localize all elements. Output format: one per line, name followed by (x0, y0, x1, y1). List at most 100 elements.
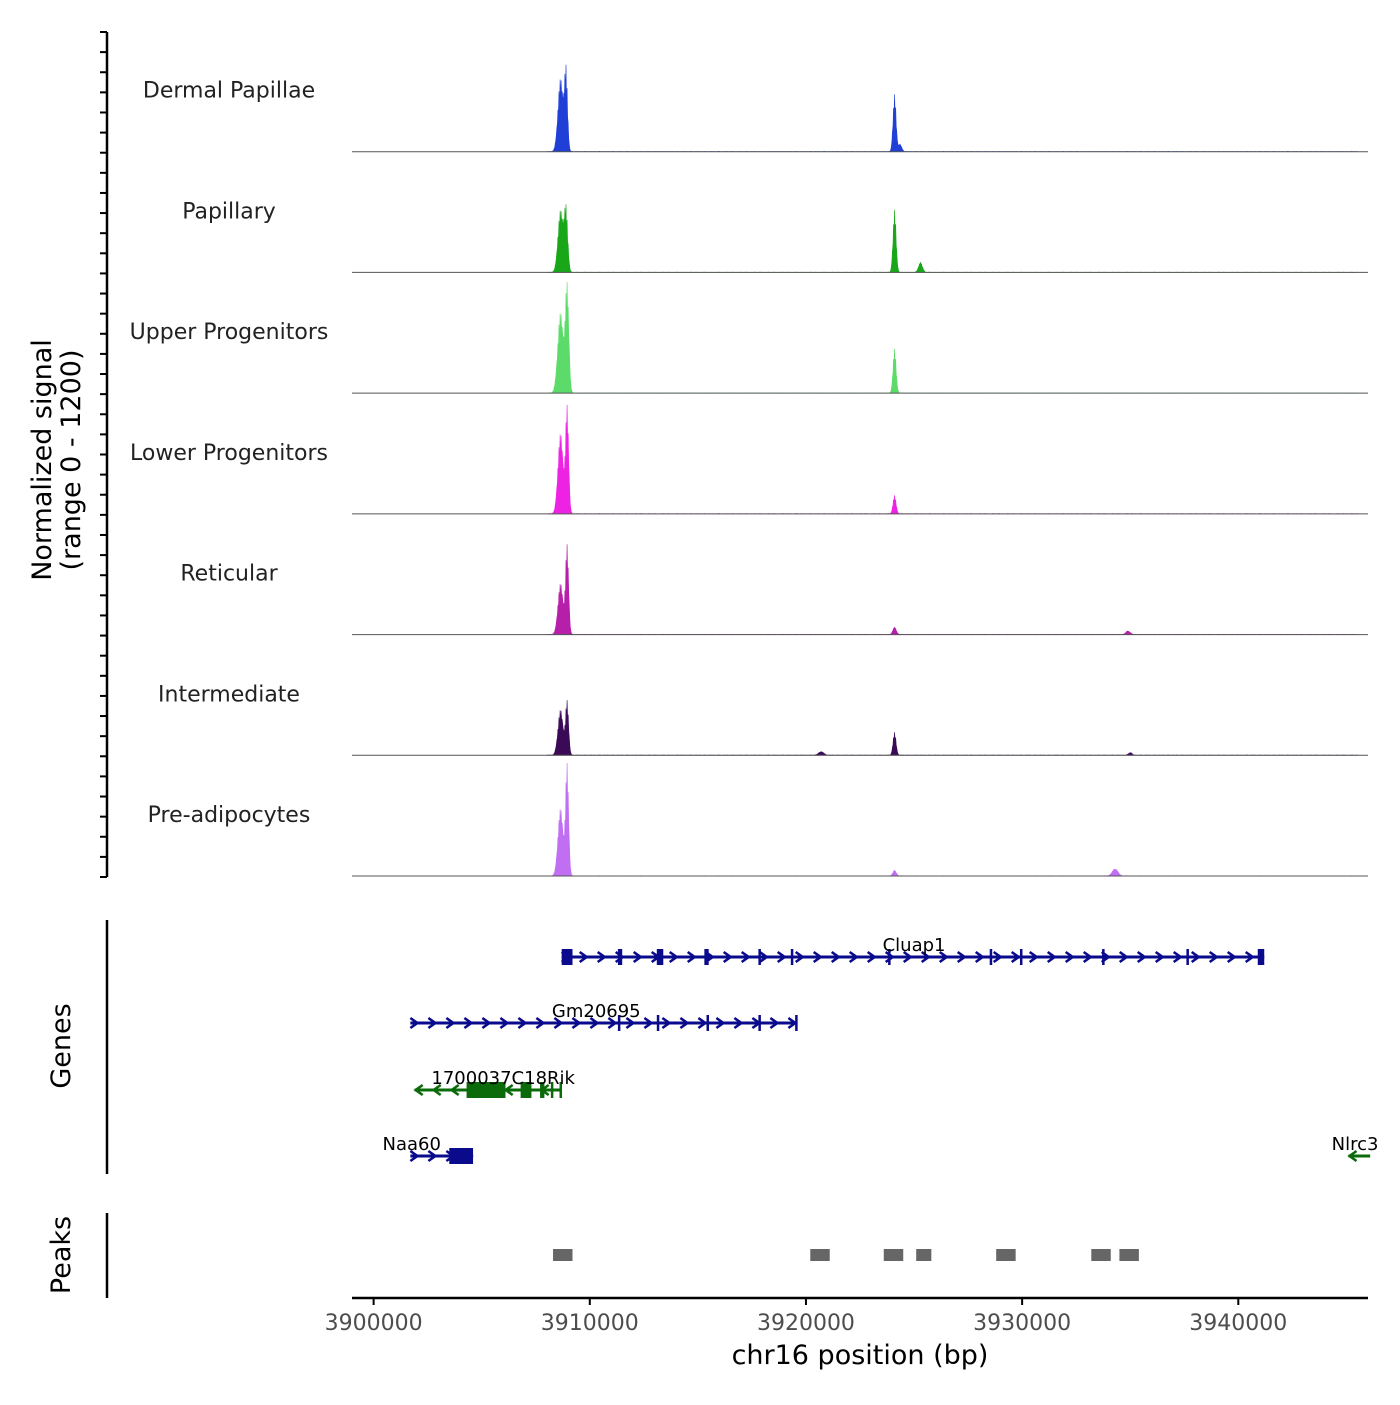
strand-arrow (866, 950, 877, 964)
peak-region-track (553, 1249, 1139, 1261)
strand-arrow (578, 950, 589, 964)
peaks-axis-label: Peaks (46, 1216, 77, 1294)
strand-arrow (553, 1016, 564, 1030)
x-axis: 3900000 3910000 3920000 3930000 3940000 (325, 1296, 1368, 1336)
strand-arrow (733, 1016, 744, 1030)
exon (888, 949, 891, 965)
exon (989, 949, 993, 965)
strand-arrow (1028, 950, 1039, 964)
strand-arrow (686, 950, 697, 964)
strand-arrow (1046, 950, 1057, 964)
strand-arrow (1190, 950, 1201, 964)
strand-arrow (625, 1016, 636, 1030)
strand-arrow (571, 1016, 582, 1030)
strand-arrow (722, 950, 733, 964)
track-signal-area (546, 700, 1358, 756)
genes-axis-label: Genes (46, 1003, 77, 1088)
peak-region (1119, 1249, 1139, 1261)
strand-arrow (431, 1083, 442, 1097)
track-signal-area (546, 282, 1358, 394)
strand-arrow (409, 1016, 420, 1030)
track-lower-progenitors: Lower Progenitors (130, 404, 1368, 515)
strand-arrow (974, 950, 985, 964)
strand-arrow (1118, 950, 1129, 964)
track-signal-area (546, 64, 1358, 153)
strand-arrow (812, 950, 823, 964)
exon (790, 949, 794, 965)
track-upper-progenitors: Upper Progenitors (130, 282, 1368, 394)
x-tick-label: 3940000 (1189, 1311, 1287, 1336)
exon (1102, 949, 1105, 965)
gene-label: Cluap1 (883, 935, 946, 956)
strand-arrow (427, 1149, 438, 1163)
exon (656, 949, 664, 965)
exon (559, 1082, 563, 1098)
strand-arrow (517, 1016, 528, 1030)
track-signal-area (546, 544, 1358, 635)
exon (1257, 949, 1265, 965)
strand-arrow (413, 1083, 424, 1097)
strand-arrow (848, 950, 859, 964)
strand-arrow (589, 1016, 600, 1030)
strand-arrow (503, 1083, 514, 1097)
track-intermediate: Intermediate (158, 682, 1368, 756)
exon (550, 1082, 554, 1098)
exon (704, 949, 709, 965)
strand-arrow (449, 1083, 460, 1097)
gene-nlrc3: Nlrc3 (1332, 1134, 1378, 1163)
exon (617, 1015, 621, 1031)
exon (466, 1082, 506, 1098)
strand-arrow (499, 1016, 510, 1030)
strand-arrow (884, 950, 895, 964)
strand-arrow (758, 950, 769, 964)
x-tick-label: 3930000 (973, 1311, 1071, 1336)
exon (617, 949, 623, 965)
exon (795, 1015, 798, 1031)
exon (1019, 949, 1023, 965)
exon (706, 1015, 710, 1031)
exon (561, 949, 573, 965)
exon (656, 1015, 660, 1031)
x-tick-label: 3920000 (757, 1311, 855, 1336)
track-signal-area (546, 204, 1358, 273)
strand-arrow (607, 1016, 618, 1030)
strand-arrow (830, 950, 841, 964)
track-signal-area (546, 762, 1358, 877)
strand-arrow (776, 950, 787, 964)
track-label: Lower Progenitors (130, 441, 328, 466)
peak-region (810, 1249, 830, 1261)
strand-arrow (1244, 950, 1255, 964)
track-reticular: Reticular (180, 544, 1368, 636)
strand-arrow (427, 1016, 438, 1030)
signal-y-axis (100, 31, 109, 878)
exon (758, 949, 761, 965)
x-tick-label: 3910000 (541, 1311, 639, 1336)
strand-arrow (409, 1149, 420, 1163)
strand-arrow (956, 950, 967, 964)
signal-y-axis-label: Normalized signal (27, 339, 58, 581)
gene-annotation-track: Cluap1 Gm20695 1700037C18Rik Naa60 Nlrc3 (382, 935, 1378, 1164)
track-dermal-papillae: Dermal Papillae (143, 64, 1368, 153)
exon (520, 1082, 532, 1098)
strand-arrow (668, 950, 679, 964)
strand-arrow (715, 1016, 726, 1030)
gene-1700037c18rik: 1700037C18Rik (413, 1068, 576, 1098)
strand-arrow (1064, 950, 1075, 964)
strand-arrow (769, 1016, 780, 1030)
track-signal-area (546, 404, 1358, 515)
strand-arrow (643, 1016, 654, 1030)
track-label: Pre-adipocytes (148, 803, 311, 828)
strand-arrow (992, 950, 1003, 964)
gene-naa60: Naa60 (382, 1134, 474, 1164)
peak-region (996, 1249, 1016, 1261)
strand-arrow (535, 1016, 546, 1030)
strand-arrow (445, 1016, 456, 1030)
gene-label: Naa60 (382, 1134, 440, 1155)
peak-region (883, 1249, 904, 1261)
strand-arrow (1154, 950, 1165, 964)
gene-gm20695: Gm20695 (409, 1001, 798, 1031)
signal-tracks: Dermal Papillae Papillary Upper Progenitor… (130, 64, 1368, 877)
track-pre-adipocytes: Pre-adipocytes (148, 762, 1368, 877)
strand-arrow (902, 950, 913, 964)
